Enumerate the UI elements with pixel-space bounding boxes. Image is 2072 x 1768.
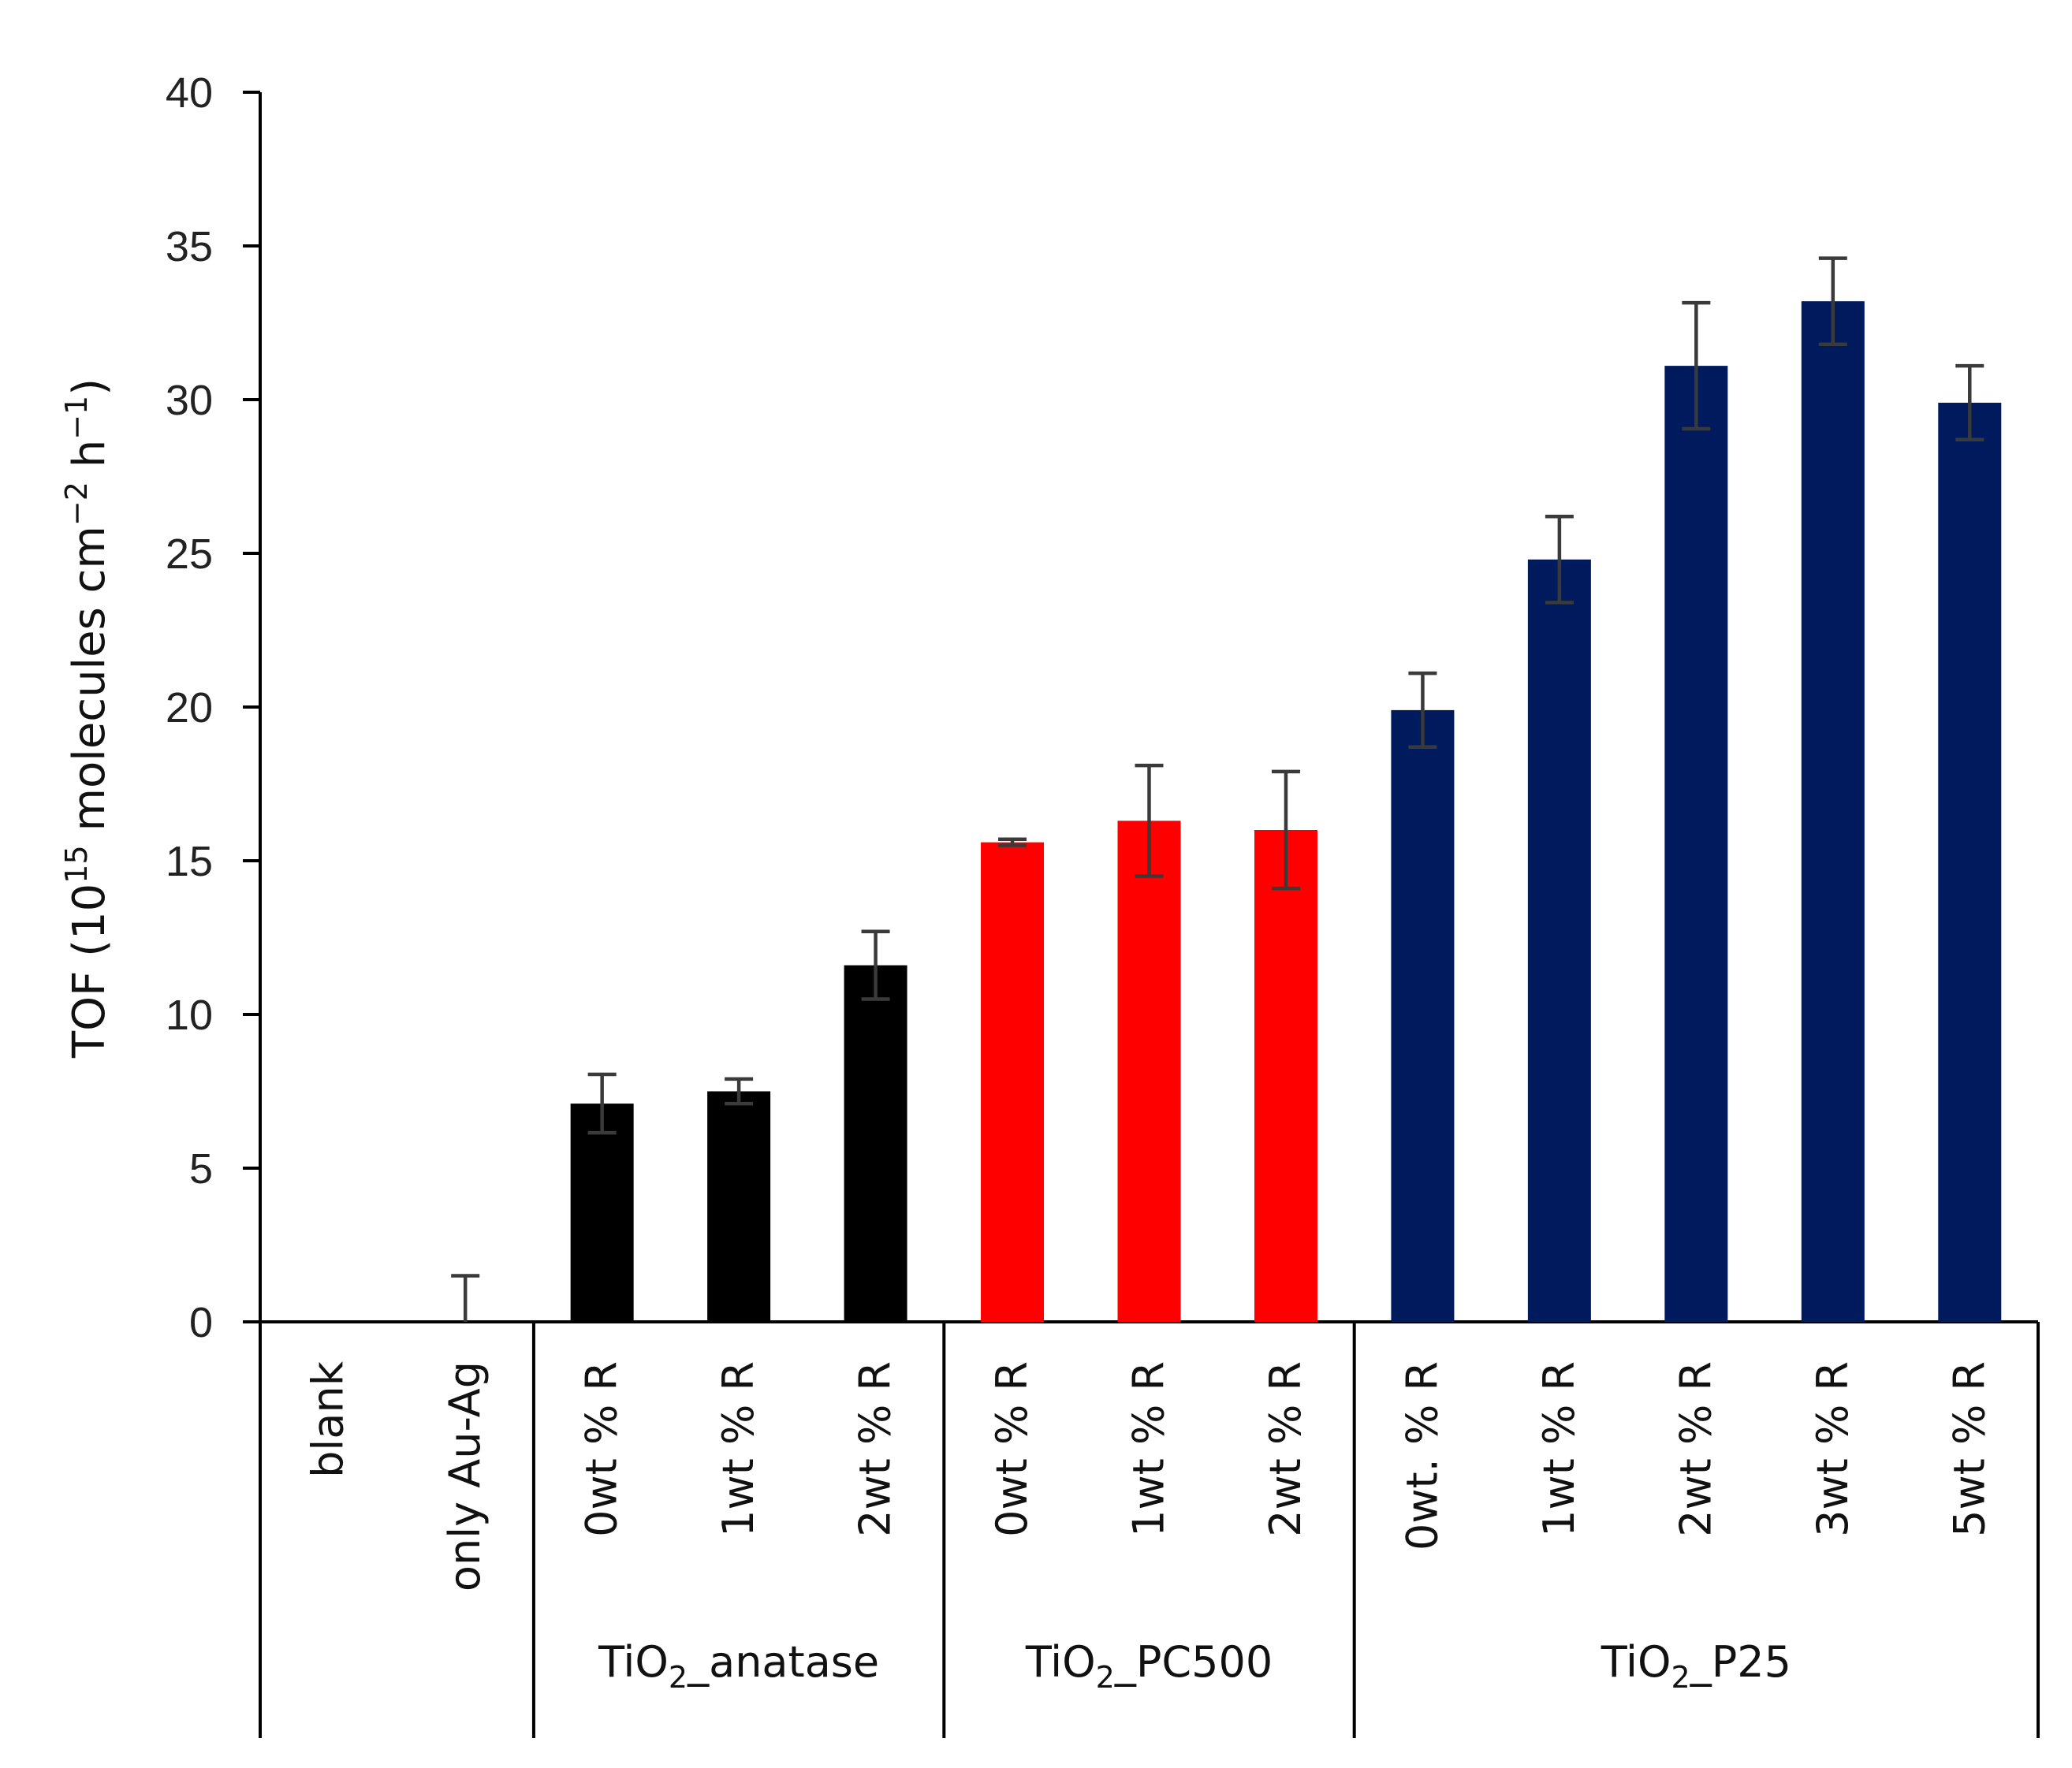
bar <box>981 842 1045 1322</box>
group-label-rest: _anatase <box>687 1637 879 1687</box>
bar <box>1391 709 1455 1322</box>
group-label-subscript: 2 <box>1096 1660 1115 1695</box>
y-axis-title-superscript: −2 <box>59 482 94 526</box>
x-category-label: 1wt % R <box>1124 1361 1174 1537</box>
error-bar <box>1135 763 1164 878</box>
x-category-label: 0wt. % R <box>1397 1361 1447 1550</box>
y-tick-label: 25 <box>166 530 213 578</box>
y-tick-label: 30 <box>166 377 213 424</box>
error-bars <box>451 256 1984 1322</box>
x-category-label: 1wt % R <box>714 1361 763 1537</box>
axes <box>259 92 2040 1738</box>
y-axis-title-superscript: −1 <box>59 396 94 440</box>
bar <box>1117 821 1181 1322</box>
y-tick-label: 5 <box>189 1145 213 1193</box>
group-label-base: TiO <box>598 1637 669 1687</box>
x-category-label: 0wt % R <box>577 1361 627 1537</box>
group-label-subscript: 2 <box>669 1660 688 1695</box>
y-tick-label: 15 <box>166 838 213 885</box>
error-bar <box>861 929 890 1001</box>
bars <box>570 301 2002 1323</box>
error-bar <box>1271 769 1300 891</box>
y-axis-title: TOF (1015 molecules cm−2 h−1) <box>59 378 115 1059</box>
bar <box>707 1091 771 1322</box>
y-tick-label: 35 <box>166 223 213 270</box>
y-tick-label: 10 <box>166 992 213 1039</box>
bar <box>1801 301 1865 1323</box>
bar <box>1527 559 1591 1322</box>
group-label-base: TiO <box>1601 1637 1671 1687</box>
group-label-subscript: 2 <box>1671 1660 1690 1695</box>
error-bar <box>451 1274 480 1322</box>
y-axis-title-part: molecules cm <box>64 526 115 845</box>
x-category-labels: blank only Au-Ag 0wt % R 1wt % R 2wt % R 0wt … <box>304 1360 1995 1591</box>
error-bar <box>587 1072 617 1135</box>
group-label-anatase: TiO2_anatase <box>598 1637 879 1695</box>
y-tick-label: 0 <box>189 1299 213 1346</box>
x-category-label: 1wt % R <box>1534 1361 1584 1537</box>
group-labels: TiO2_anatase TiO2_PC500 TiO2_P25 <box>598 1637 1791 1695</box>
error-bar <box>998 837 1027 847</box>
error-bar <box>725 1077 754 1106</box>
bar <box>1664 366 1728 1323</box>
bar <box>1254 830 1317 1322</box>
error-bar <box>1955 363 1984 441</box>
x-category-label: 3wt % R <box>1808 1361 1858 1537</box>
error-bar <box>1545 514 1574 605</box>
bar <box>1938 402 2002 1322</box>
bar <box>570 1104 634 1322</box>
error-bar <box>1408 671 1437 749</box>
y-axis-title-part: h <box>64 440 115 482</box>
x-category-label: 0wt % R <box>987 1361 1037 1537</box>
group-label-p25: TiO2_P25 <box>1601 1637 1791 1695</box>
y-axis-title-group: TOF (1015 molecules cm−2 h−1) <box>59 378 115 1059</box>
y-axis-title-superscript: 15 <box>59 845 94 883</box>
group-label-pc500: TiO2_PC500 <box>1025 1637 1273 1695</box>
x-category-label: 2wt % R <box>1261 1361 1310 1537</box>
x-category-label: only Au-Ag <box>440 1361 490 1591</box>
x-category-label: blank <box>304 1360 353 1478</box>
group-label-rest: _P25 <box>1690 1637 1791 1687</box>
group-label-base: TiO <box>1025 1637 1096 1687</box>
bar <box>844 965 907 1322</box>
y-axis-title-part: ) <box>64 378 115 396</box>
error-bar <box>1818 256 1847 347</box>
y-tick-label: 40 <box>166 69 213 117</box>
x-category-label: 5wt % R <box>1944 1361 1994 1537</box>
x-category-label: 2wt % R <box>1671 1361 1720 1537</box>
y-axis-title-part: TOF (10 <box>64 884 115 1059</box>
y-ticks: 0 5 10 15 20 25 30 35 40 <box>166 69 260 1346</box>
x-category-label: 2wt % R <box>851 1361 900 1537</box>
group-label-rest: _PC500 <box>1114 1637 1273 1687</box>
error-bar <box>1682 300 1711 431</box>
y-tick-label: 20 <box>166 684 213 731</box>
